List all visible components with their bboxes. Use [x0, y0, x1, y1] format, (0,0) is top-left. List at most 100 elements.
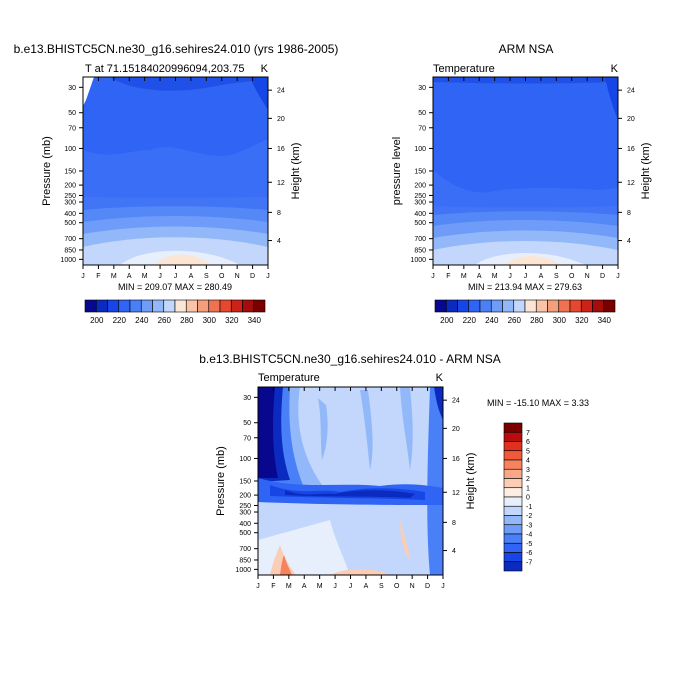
panel-model-pressure-label: 150	[64, 169, 76, 176]
colorbar-model-swatch	[152, 299, 165, 313]
colorbar-model-swatch	[129, 299, 142, 313]
colorbar-obs-swatch	[434, 299, 447, 313]
colorbar-diff-swatch	[503, 487, 523, 498]
panel-obs-month-label: J	[508, 273, 512, 280]
colorbar-diff-label: 1	[526, 485, 530, 492]
panel-obs-month-label: M	[461, 273, 467, 280]
colorbar-diff-swatch	[503, 561, 523, 572]
panel-model-pressure-label: 700	[64, 236, 76, 243]
panel-obs-month-label: A	[539, 273, 544, 280]
colorbar-diff-swatch	[503, 496, 523, 507]
colorbar-obs-swatch	[468, 299, 481, 313]
panel-obs-ylabel-right: Height (km)	[640, 143, 652, 200]
panel-diff-contours	[258, 387, 443, 575]
colorbar-obs-label: 300	[553, 316, 567, 325]
panel-model-month-label: F	[96, 273, 100, 280]
colorbar-diff-label: 5	[526, 448, 530, 455]
colorbar-diff-swatch	[503, 441, 523, 452]
colorbar-model-swatch	[253, 299, 266, 313]
colorbar-model-swatch	[185, 299, 198, 313]
panel-diff-ylabel-right: Height (km)	[465, 453, 477, 510]
colorbar-model-label: 280	[180, 316, 194, 325]
panel-obs-pressure-label: 50	[418, 110, 426, 117]
colorbar-obs-swatch	[502, 299, 515, 313]
panel-diff-pressure-label: 50	[243, 420, 251, 427]
panel-model-height-label: 20	[277, 116, 285, 123]
panel-model-pressure-label: 500	[64, 220, 76, 227]
panel-diff-ylabel: Pressure (mb)	[215, 446, 227, 516]
panel-model: b.e13.BHISTC5CN.ne30_g16.sehires24.010 (…	[14, 42, 339, 292]
panel-diff-pressure-label: 1000	[235, 567, 251, 574]
panel-model-height-label: 24	[277, 88, 285, 95]
panel-diff-month-label: F	[271, 583, 275, 590]
panel-model-units: K	[261, 63, 269, 75]
panel-obs-month-label: J	[616, 273, 620, 280]
panel-obs-height-label: 16	[627, 146, 635, 153]
panel-model-ylabel: Pressure (mb)	[41, 136, 53, 206]
panel-obs-month-label: M	[492, 273, 498, 280]
panel-diff-height-label: 8	[452, 520, 456, 527]
panel-diff-month-label: A	[364, 583, 369, 590]
panel-model-ylabel-right: Height (km)	[290, 143, 302, 200]
panel-model-pressure-label: 850	[64, 247, 76, 254]
panel-model-month-label: S	[204, 273, 209, 280]
colorbar-obs-swatch	[558, 299, 571, 313]
panel-obs-pressure-label: 30	[418, 85, 426, 92]
panel-diff-pressure-label: 700	[239, 546, 251, 553]
panel-diff: b.e13.BHISTC5CN.ne30_g16.sehires24.010 -…	[199, 352, 589, 590]
panel-model-month-label: J	[81, 273, 85, 280]
colorbar-model-label: 220	[113, 316, 127, 325]
panel-obs-pressure-label: 100	[414, 146, 426, 153]
panel-obs-month-label: F	[446, 273, 450, 280]
colorbar-model-swatch	[197, 299, 210, 313]
panel-obs-units: K	[611, 63, 619, 75]
colorbar-obs-label: 200	[440, 316, 454, 325]
panel-obs-month-label: S	[554, 273, 559, 280]
panel-obs-height-label: 8	[627, 210, 631, 217]
colorbar-obs-swatch	[603, 299, 616, 313]
panel-obs-month-label: A	[477, 273, 482, 280]
panel-diff-title: b.e13.BHISTC5CN.ne30_g16.sehires24.010 -…	[199, 352, 501, 366]
panel-model-pressure-label: 30	[68, 85, 76, 92]
colorbar-obs-label: 240	[485, 316, 499, 325]
colorbar-diff-swatch	[503, 450, 523, 461]
colorbar-model-swatch	[219, 299, 232, 313]
panel-diff-height-label: 24	[452, 398, 460, 405]
panel-obs-height-label: 12	[627, 180, 635, 187]
panel-obs-pressure-label: 1000	[410, 257, 426, 264]
panel-diff-pressure-label: 300	[239, 510, 251, 517]
panel-obs-pressure-label: 150	[414, 169, 426, 176]
panel-diff-subtitle: Temperature	[258, 372, 320, 384]
colorbar-model-label: 260	[158, 316, 172, 325]
colorbar-model-swatch	[95, 299, 108, 313]
colorbar-diff-swatch	[503, 542, 523, 553]
colorbar-model-swatch	[140, 299, 153, 313]
panel-obs-pressure-label: 200	[414, 183, 426, 190]
colorbar-model-label: 200	[90, 316, 104, 325]
colorbar-model-swatch	[230, 299, 243, 313]
colorbar-model-swatch	[107, 299, 120, 313]
colorbar-diff: 7 6 5 4 3 2 1 0 -1 -2 -3 -4 -5 -6 -7	[503, 422, 532, 572]
panel-model-title: b.e13.BHISTC5CN.ne30_g16.sehires24.010 (…	[14, 42, 339, 56]
panel-obs-pressure-label: 400	[414, 211, 426, 218]
panel-obs-height-label: 20	[627, 116, 635, 123]
panel-diff-month-label: M	[286, 583, 292, 590]
colorbar-model-swatch	[174, 299, 187, 313]
panel-model-month-label: A	[189, 273, 194, 280]
colorbar-model-label: 340	[248, 316, 262, 325]
panel-diff-height-label: 16	[452, 456, 460, 463]
panel-model-height-label: 8	[277, 210, 281, 217]
panel-diff-pressure-label: 850	[239, 557, 251, 564]
colorbar-diff-swatch	[503, 422, 523, 433]
panel-model-pressure-label: 300	[64, 200, 76, 207]
panel-diff-month-label: D	[425, 583, 430, 590]
panel-obs-subtitle: Temperature	[433, 63, 495, 75]
panel-model-month-label: N	[235, 273, 240, 280]
panel-diff-month-label: M	[317, 583, 323, 590]
colorbar-obs-label: 260	[508, 316, 522, 325]
panel-diff-pressure-label: 400	[239, 521, 251, 528]
colorbar-diff-swatch	[503, 552, 523, 563]
panel-obs-pressure-label: 70	[418, 125, 426, 132]
panel-model-pressure-label: 400	[64, 211, 76, 218]
